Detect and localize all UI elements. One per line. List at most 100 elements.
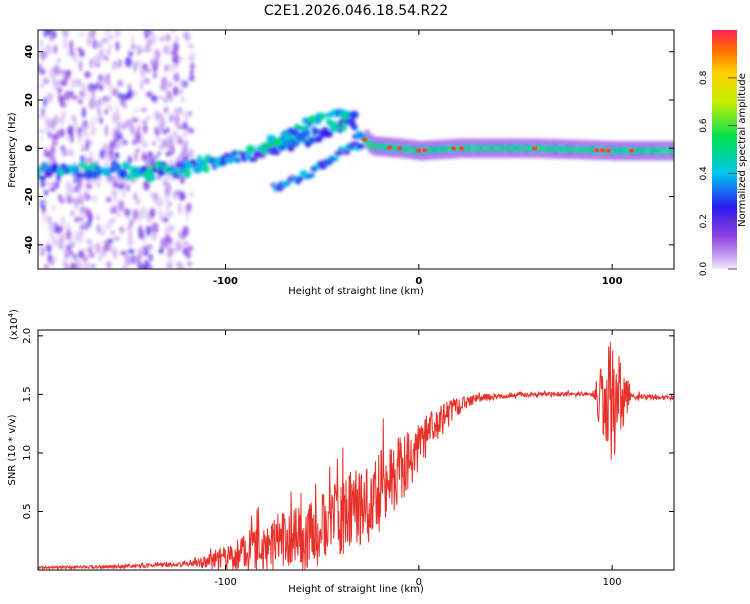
noise-cell xyxy=(183,110,190,119)
noise-cell xyxy=(169,94,174,101)
noise-cell xyxy=(105,96,112,102)
noise-cell xyxy=(45,116,50,127)
noise-cell xyxy=(89,243,95,251)
noise-cell xyxy=(173,72,180,82)
noise-cell xyxy=(188,191,194,197)
noise-cell xyxy=(63,30,69,39)
colorbar-axes: 0.0 0.2 0.4 0.6 0.8 xyxy=(699,70,737,276)
spectrogram-panel: -100 0 100 -40 -20 0 20 40 Height of straight l… xyxy=(7,29,679,297)
noise-cell xyxy=(151,33,157,46)
noise-cell xyxy=(182,131,188,138)
noise-cell xyxy=(106,49,111,55)
noise-cell xyxy=(104,109,109,115)
hot-spot xyxy=(599,148,606,153)
y-tick-label: 0 xyxy=(24,145,35,152)
noise-cell xyxy=(125,226,132,231)
noise-cell xyxy=(153,192,159,203)
noise-cell xyxy=(99,85,104,91)
noise-cell xyxy=(131,218,135,224)
noise-cell xyxy=(131,35,135,46)
noise-cell xyxy=(40,129,44,134)
upper-branch-cell xyxy=(350,110,359,119)
noise-cell xyxy=(90,90,96,102)
noise-cell xyxy=(73,52,78,64)
lower-branch-cell xyxy=(318,164,327,170)
noise-cell xyxy=(70,262,77,269)
noise-cell xyxy=(79,225,84,230)
main-ridge-cell xyxy=(132,173,140,180)
lower-branch-cell xyxy=(356,143,365,150)
spectrogram-frame xyxy=(37,29,675,270)
noise-cell xyxy=(118,133,123,140)
noise-cell xyxy=(186,127,193,134)
noise-cell xyxy=(174,107,178,114)
noise-cell xyxy=(46,181,52,186)
noise-cell xyxy=(44,146,48,158)
noise-cell xyxy=(168,201,173,207)
x-tick-label: 0 xyxy=(415,276,422,287)
snr-axes: -100 0 100 0.5 1.0 1.5 2.0 xyxy=(22,328,674,588)
colorbar-tick-label: 0.6 xyxy=(699,118,709,133)
noise-cell xyxy=(128,157,132,165)
noise-cell xyxy=(114,30,121,39)
y-tick-label: 0.5 xyxy=(22,504,33,520)
noise-cell xyxy=(139,48,146,53)
noise-cell xyxy=(166,262,173,269)
noise-cell xyxy=(77,215,85,223)
upper-branch-cell xyxy=(302,117,310,125)
noise-cell xyxy=(120,250,128,256)
noise-cell xyxy=(183,155,188,162)
noise-cell xyxy=(167,258,174,264)
noise-cell xyxy=(104,124,109,137)
upper-branch-cell xyxy=(326,118,333,126)
noise-cell xyxy=(127,88,133,98)
noise-cell xyxy=(96,224,101,234)
noise-cell xyxy=(107,35,115,40)
noise-cell xyxy=(65,185,73,197)
hot-spot xyxy=(362,137,368,142)
noise-cell xyxy=(46,92,53,103)
noise-cell xyxy=(164,234,171,244)
noise-cell xyxy=(69,240,76,248)
noise-cell xyxy=(158,117,166,129)
noise-cell xyxy=(108,174,115,182)
main-ridge-cell xyxy=(287,144,295,152)
snr-xlabel: Height of straight line (km) xyxy=(288,584,424,595)
noise-cell xyxy=(51,133,57,140)
noise-cell xyxy=(155,201,160,207)
noise-cell xyxy=(68,149,74,157)
noise-cell xyxy=(136,125,142,130)
noise-cell xyxy=(162,217,169,222)
noise-cell xyxy=(101,37,109,44)
noise-cell xyxy=(186,202,192,212)
main-ridge-cell xyxy=(314,136,323,143)
noise-cell xyxy=(167,246,174,257)
noise-cell xyxy=(79,260,85,269)
noise-cell xyxy=(135,148,141,153)
noise-cell xyxy=(159,95,164,100)
noise-cell xyxy=(134,152,138,162)
noise-cell xyxy=(71,94,78,101)
noise-cell xyxy=(106,261,112,269)
main-ridge-cell xyxy=(337,128,343,133)
noise-cell xyxy=(177,264,184,269)
halo-cell xyxy=(674,141,679,160)
noise-cell xyxy=(145,68,152,73)
noise-cell xyxy=(90,125,97,132)
noise-cell xyxy=(74,123,78,134)
upper-branch-cell xyxy=(290,129,299,136)
noise-cell xyxy=(187,245,194,252)
noise-cell xyxy=(117,200,124,210)
noise-cell xyxy=(44,189,48,196)
noise-cell xyxy=(103,225,109,231)
noise-cell xyxy=(60,109,67,120)
noise-cell xyxy=(168,224,175,233)
noise-cell xyxy=(155,137,163,142)
noise-cell xyxy=(77,127,82,138)
noise-cell xyxy=(138,227,143,239)
noise-cell xyxy=(59,69,66,75)
colorbar-tick-label: 0.8 xyxy=(699,70,709,85)
noise-cell xyxy=(165,198,169,203)
x-tick-label: -100 xyxy=(213,276,238,287)
noise-cell xyxy=(48,220,55,232)
